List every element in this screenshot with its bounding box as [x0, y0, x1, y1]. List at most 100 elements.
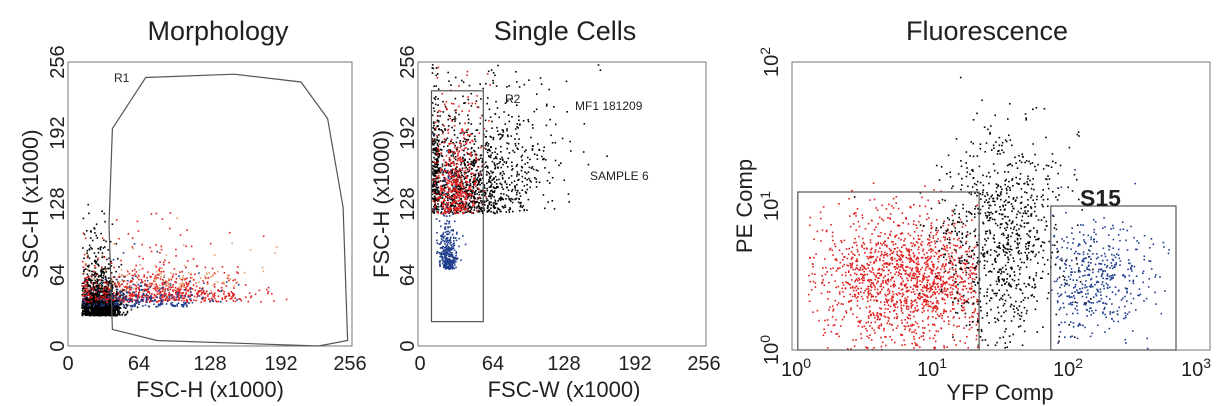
data-point	[453, 264, 456, 266]
data-point	[510, 175, 513, 177]
data-point	[101, 285, 104, 287]
data-point	[96, 293, 99, 295]
data-point	[481, 182, 483, 185]
data-point	[443, 184, 446, 186]
data-point	[189, 291, 192, 293]
data-point	[141, 243, 143, 246]
data-point	[172, 304, 175, 307]
data-point	[497, 186, 499, 188]
data-point	[442, 180, 444, 182]
data-point	[450, 177, 453, 179]
data-point	[84, 310, 86, 312]
data-point	[142, 290, 145, 292]
data-point	[441, 197, 444, 199]
data-point	[122, 301, 125, 304]
data-point	[183, 277, 185, 280]
data-point	[150, 250, 153, 253]
data-point	[433, 195, 436, 198]
data-point	[464, 140, 467, 143]
data-point	[472, 179, 475, 181]
data-point	[450, 210, 452, 212]
data-point	[90, 277, 93, 279]
data-point	[126, 285, 128, 288]
data-point	[108, 309, 110, 311]
data-point	[505, 162, 507, 164]
data-point	[185, 292, 187, 294]
data-point	[444, 255, 446, 257]
data-point	[455, 167, 457, 170]
data-point	[964, 250, 967, 253]
data-point	[857, 325, 860, 327]
data-point	[83, 257, 85, 260]
data-point	[486, 187, 488, 190]
data-point	[453, 256, 456, 259]
data-point	[453, 143, 455, 145]
data-point	[93, 270, 95, 273]
data-point	[473, 160, 475, 162]
data-point	[144, 304, 147, 307]
data-point	[433, 205, 435, 208]
data-point	[217, 270, 219, 273]
data-point	[496, 210, 498, 212]
data-point	[474, 162, 476, 164]
data-point	[82, 247, 84, 249]
data-point	[162, 270, 165, 273]
data-point	[98, 314, 101, 317]
data-point	[962, 271, 964, 274]
data-point	[434, 147, 436, 150]
data-point	[473, 149, 475, 152]
data-point	[435, 96, 437, 98]
data-point	[113, 312, 115, 315]
data-point	[99, 279, 101, 281]
data-point	[466, 194, 469, 197]
data-point	[153, 296, 155, 299]
data-point	[544, 207, 546, 210]
data-point	[500, 145, 502, 148]
data-point	[464, 138, 466, 140]
data-point	[94, 276, 96, 278]
data-point	[84, 288, 86, 291]
data-point	[444, 263, 446, 266]
data-point	[169, 283, 171, 286]
data-point	[103, 297, 106, 299]
data-point	[111, 298, 114, 301]
y-ticks-morphology: 0 64 128 192 256	[47, 45, 69, 351]
data-point	[478, 181, 481, 183]
data-point	[133, 243, 136, 245]
data-point	[115, 300, 117, 302]
data-point	[506, 86, 508, 88]
data-point	[489, 116, 492, 118]
data-point	[103, 304, 106, 306]
data-point	[475, 161, 477, 164]
data-point	[461, 200, 463, 203]
data-point	[84, 277, 86, 279]
data-point	[182, 284, 184, 286]
data-point	[156, 290, 159, 293]
data-point	[170, 294, 173, 297]
data-point	[99, 247, 101, 249]
data-point	[135, 271, 138, 273]
data-point	[454, 212, 457, 215]
data-point	[520, 165, 523, 168]
data-point	[465, 143, 467, 146]
data-point	[480, 209, 482, 211]
data-point	[443, 178, 445, 181]
data-point	[118, 299, 121, 301]
data-point	[451, 190, 454, 192]
data-point	[438, 197, 441, 199]
data-point	[105, 287, 107, 289]
data-point	[227, 294, 230, 297]
data-point	[431, 167, 434, 170]
data-point	[90, 275, 93, 277]
data-point	[439, 195, 441, 198]
data-point	[106, 311, 109, 313]
data-point	[96, 287, 99, 290]
data-point	[448, 115, 451, 117]
data-point	[129, 300, 131, 303]
data-point	[89, 313, 92, 315]
data-point	[445, 241, 448, 243]
data-point	[507, 189, 510, 191]
data-point	[432, 200, 435, 202]
data-point	[163, 275, 165, 277]
data-point	[447, 201, 450, 204]
